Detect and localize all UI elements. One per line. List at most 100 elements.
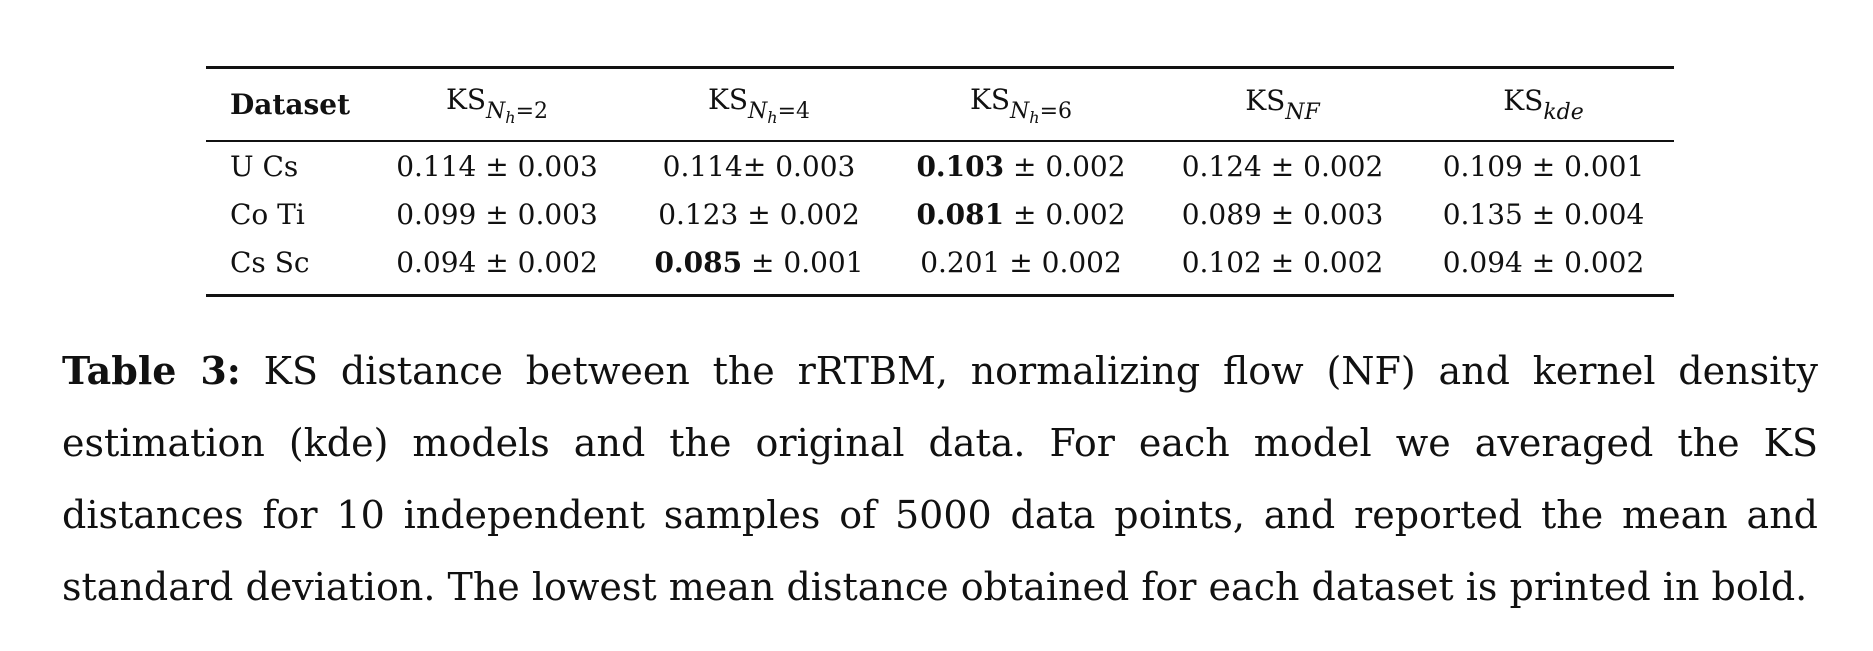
- header-subscript: Nh=4: [748, 98, 811, 127]
- cell-mean: 0.123: [658, 197, 739, 231]
- header-eq: =4: [777, 98, 811, 124]
- header-subsub: h: [1029, 107, 1040, 127]
- header-subscript: kde: [1543, 100, 1583, 125]
- header-eq: =2: [515, 98, 549, 124]
- cell-std: 0.001: [783, 245, 864, 279]
- cell-sep: ±: [1522, 245, 1565, 279]
- cell-value: 0.099 ± 0.003: [366, 190, 628, 238]
- cell-sep: ±: [1261, 197, 1304, 231]
- header-ks-nf: KSNF: [1152, 69, 1413, 140]
- results-table-container: Dataset KSNh=2 KSNh=4 KSNh=6 KSNF KSkde: [206, 66, 1674, 297]
- cell-mean: 0.109: [1442, 149, 1523, 183]
- header-subsub: h: [767, 107, 778, 127]
- cell-dataset: U Cs: [230, 149, 299, 183]
- cell-mean-best: 0.081: [916, 197, 1005, 231]
- header-eq: =6: [1039, 98, 1073, 124]
- cell-std: 0.003: [517, 197, 598, 231]
- cell-std: 0.003: [517, 149, 598, 183]
- header-main: KS: [707, 82, 749, 116]
- cell-value: 0.085 ± 0.001: [628, 238, 890, 294]
- header-ks-kde: KSkde: [1413, 69, 1674, 140]
- cell-value: 0.124 ± 0.002: [1152, 142, 1413, 190]
- cell-mean: 0.124: [1181, 149, 1262, 183]
- cell-std: 0.002: [779, 197, 860, 231]
- table-row: U Cs 0.114 ± 0.003 0.114± 0.003 0.103 ± …: [206, 142, 1674, 190]
- cell-value: 0.094 ± 0.002: [366, 238, 628, 294]
- cell-sep: ±: [1261, 149, 1304, 183]
- cell-sep: ±: [1261, 245, 1304, 279]
- header-rule: [206, 140, 1674, 142]
- header-dataset: Dataset: [206, 69, 366, 140]
- bottom-rule: [206, 294, 1674, 297]
- cell-sep: ±: [476, 149, 518, 183]
- header-subsub: h: [505, 107, 516, 127]
- cell-std: 0.002: [1045, 197, 1126, 231]
- cell-std: 0.003: [775, 149, 856, 183]
- cell-value: 0.114 ± 0.003: [366, 142, 628, 190]
- cell-sep: ±: [742, 149, 776, 183]
- cell-sep: ±: [1004, 149, 1046, 183]
- caption-text: KS distance between the rRTBM, normalizi…: [62, 349, 1818, 609]
- header-main: KS: [1503, 84, 1544, 117]
- results-table: Dataset KSNh=2 KSNh=4 KSNh=6 KSNF KSkde: [206, 69, 1674, 294]
- cell-mean-best: 0.085: [654, 245, 743, 279]
- cell-value: 0.114± 0.003: [628, 142, 890, 190]
- cell-value: 0.103 ± 0.002: [890, 142, 1152, 190]
- header-ks-nh4: KSNh=4: [628, 69, 890, 140]
- cell-sep: ±: [1522, 197, 1565, 231]
- header-main: KS: [445, 82, 487, 116]
- header-subscript: Nh=2: [486, 98, 549, 127]
- cell-std: 0.004: [1564, 197, 1645, 231]
- cell-dataset: Co Ti: [230, 197, 305, 231]
- cell-value: 0.094 ± 0.002: [1413, 238, 1674, 294]
- cell-mean: 0.114: [396, 149, 477, 183]
- header-sub: N: [1010, 98, 1030, 124]
- cell-sep: ±: [742, 245, 784, 279]
- header-subscript: Nh=6: [1010, 98, 1073, 127]
- cell-value: 0.089 ± 0.003: [1152, 190, 1413, 238]
- cell-std: 0.002: [1564, 245, 1645, 279]
- cell-value: 0.109 ± 0.001: [1413, 142, 1674, 190]
- header-subscript: NF: [1285, 100, 1320, 125]
- cell-sep: ±: [1004, 197, 1046, 231]
- cell-mean: 0.102: [1181, 245, 1262, 279]
- cell-sep: ±: [738, 197, 780, 231]
- header-main: KS: [969, 82, 1011, 116]
- cell-std: 0.002: [1041, 245, 1122, 279]
- header-row: Dataset KSNh=2 KSNh=4 KSNh=6 KSNF KSkde: [206, 69, 1674, 140]
- cell-mean: 0.089: [1181, 197, 1262, 231]
- cell-std: 0.002: [1303, 245, 1384, 279]
- cell-value: 0.201 ± 0.002: [890, 238, 1152, 294]
- header-dataset-label: Dataset: [230, 88, 351, 121]
- cell-sep: ±: [476, 245, 518, 279]
- header-sub: NF: [1285, 100, 1320, 125]
- cell-std: 0.002: [1303, 149, 1384, 183]
- cell-mean: 0.135: [1442, 197, 1523, 231]
- cell-mean: 0.114: [662, 149, 743, 183]
- cell-mean-best: 0.103: [916, 149, 1005, 183]
- cell-value: 0.081 ± 0.002: [890, 190, 1152, 238]
- cell-mean: 0.201: [920, 245, 1001, 279]
- cell-value: 0.102 ± 0.002: [1152, 238, 1413, 294]
- cell-std: 0.002: [517, 245, 598, 279]
- cell-dataset: Cs Sc: [230, 245, 310, 279]
- header-sub: N: [486, 98, 506, 124]
- cell-mean: 0.099: [396, 197, 477, 231]
- table-row: Co Ti 0.099 ± 0.003 0.123 ± 0.002 0.081 …: [206, 190, 1674, 238]
- cell-value: 0.123 ± 0.002: [628, 190, 890, 238]
- cell-std: 0.001: [1564, 149, 1645, 183]
- top-rule: [206, 66, 1674, 69]
- table-row: Cs Sc 0.094 ± 0.002 0.085 ± 0.001 0.201 …: [206, 238, 1674, 294]
- caption-label: Table 3:: [62, 348, 241, 393]
- cell-mean: 0.094: [396, 245, 477, 279]
- table-caption: Table 3: KS distance between the rRTBM, …: [62, 335, 1818, 623]
- cell-std: 0.002: [1045, 149, 1126, 183]
- cell-sep: ±: [476, 197, 518, 231]
- header-main: KS: [1245, 84, 1286, 117]
- cell-sep: ±: [1522, 149, 1565, 183]
- header-sub: N: [748, 98, 768, 124]
- header-sub: kde: [1543, 100, 1584, 125]
- cell-sep: ±: [1000, 245, 1042, 279]
- cell-std: 0.003: [1303, 197, 1384, 231]
- header-ks-nh2: KSNh=2: [366, 69, 628, 140]
